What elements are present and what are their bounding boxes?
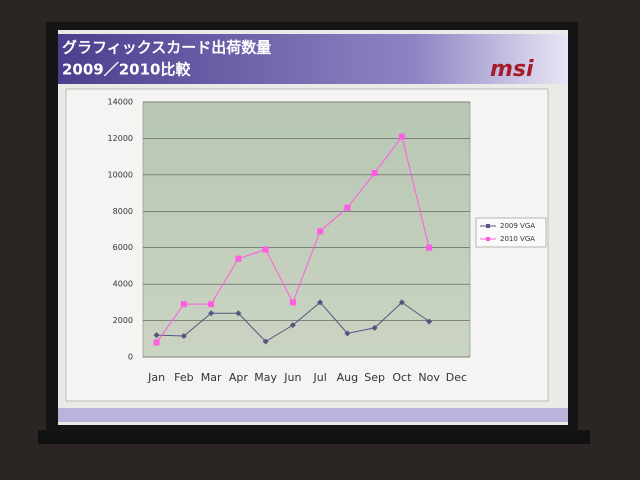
marker <box>371 324 378 331</box>
y-tick-label: 6000 <box>113 243 133 252</box>
marker <box>344 204 351 211</box>
marker <box>153 332 160 339</box>
marker <box>262 338 269 345</box>
x-tick-label: Dec <box>446 371 467 384</box>
logo: msi <box>490 57 534 82</box>
x-tick-label: Jul <box>312 371 326 384</box>
y-tick-label: 2000 <box>113 316 133 325</box>
marker <box>235 310 242 317</box>
y-tick-label: 14000 <box>108 98 133 107</box>
marker <box>208 310 215 317</box>
marker <box>289 322 296 329</box>
legend <box>475 217 547 248</box>
x-tick-label: May <box>254 371 277 384</box>
x-tick-label: Oct <box>392 371 412 384</box>
marker <box>317 299 324 306</box>
slide-subtitle: 2009／2010比較 <box>62 61 191 79</box>
marker <box>426 318 433 325</box>
marker <box>398 133 405 140</box>
marker <box>153 339 160 346</box>
marker <box>180 301 187 308</box>
x-tick-label: Feb <box>174 371 193 384</box>
screen-bar <box>38 430 590 444</box>
x-tick-label: Jun <box>283 371 301 384</box>
y-tick-label: 12000 <box>108 134 133 143</box>
legend-marker <box>486 237 490 241</box>
marker <box>317 228 324 235</box>
legend-label: 2009 VGA <box>500 222 535 230</box>
x-tick-label: Nov <box>418 371 440 384</box>
x-tick-label: Sep <box>364 371 385 384</box>
marker <box>344 330 351 337</box>
x-tick-label: Apr <box>229 371 249 384</box>
title-bar <box>58 34 568 84</box>
legend-marker <box>486 224 490 228</box>
marker <box>426 244 433 251</box>
slide-title: グラフィックスカード出荷数量 <box>62 39 271 57</box>
x-tick-label: Aug <box>337 371 358 384</box>
marker <box>235 255 242 262</box>
marker <box>180 333 187 340</box>
y-tick-label: 8000 <box>113 207 133 216</box>
marker <box>262 246 269 253</box>
plot-area <box>142 101 471 358</box>
footer-bar <box>58 408 568 422</box>
marker <box>289 299 296 306</box>
y-tick-label: 0 <box>128 353 133 362</box>
legend-label: 2010 VGA <box>500 235 535 243</box>
y-tick-label: 4000 <box>113 280 133 289</box>
marker <box>371 170 378 177</box>
x-tick-label: Mar <box>201 371 222 384</box>
x-tick-label: Jan <box>147 371 165 384</box>
marker <box>208 301 215 308</box>
y-tick-label: 10000 <box>108 170 133 179</box>
marker <box>398 299 405 306</box>
